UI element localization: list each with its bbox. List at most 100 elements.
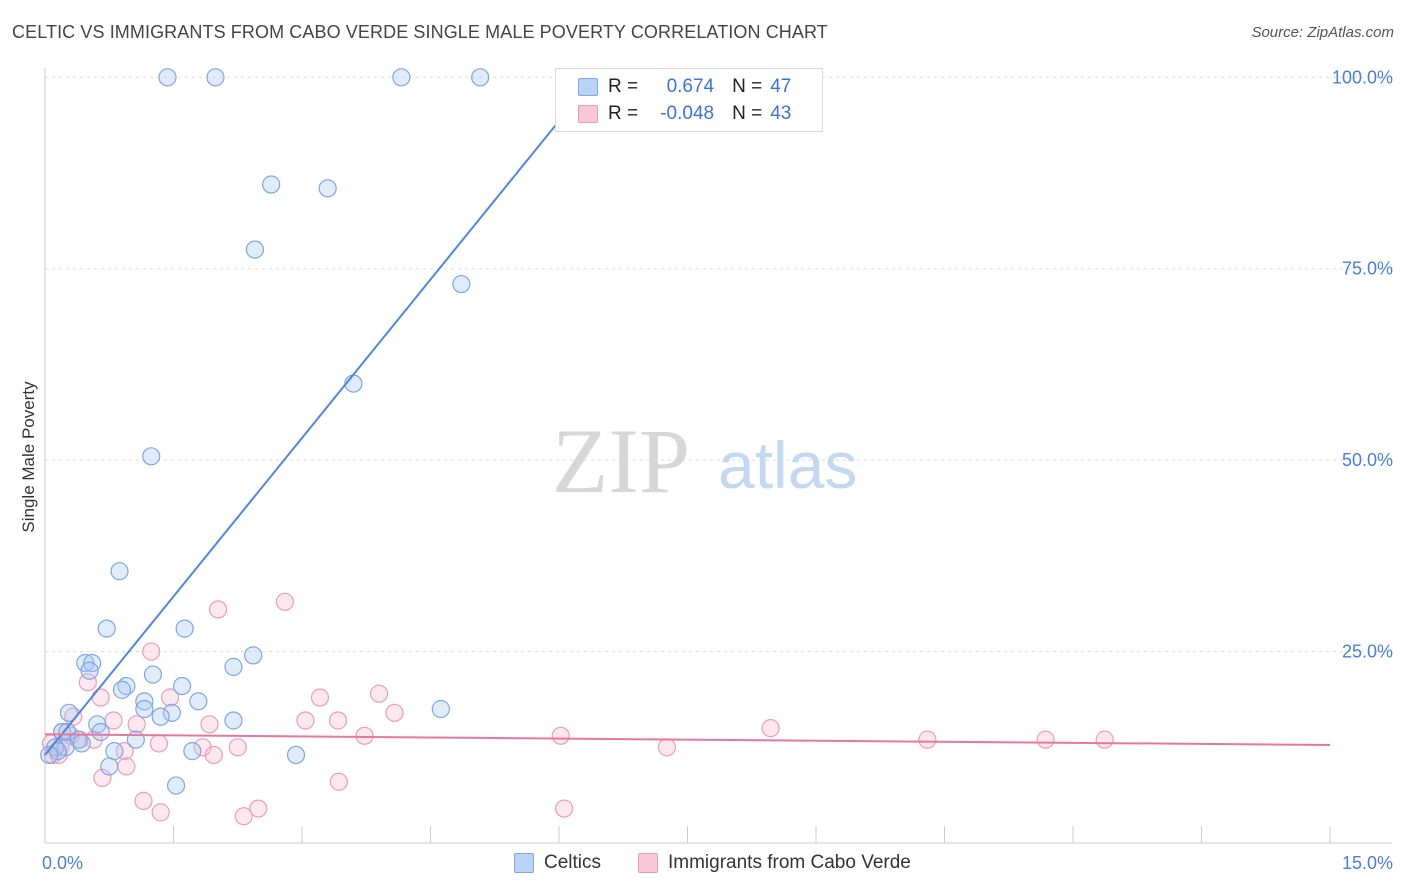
data-point-cabo-verde (200, 715, 219, 734)
source-label: Source: ZipAtlas.com (1251, 24, 1394, 41)
data-point-celtics (105, 742, 124, 761)
series-legend: Celtics Immigrants from Cabo Verde (0, 852, 1406, 878)
trendline-celtics (44, 72, 599, 756)
data-point-celtics (286, 745, 306, 765)
watermark-zip: ZIP (552, 410, 690, 512)
data-point-celtics (189, 692, 208, 711)
n-value: 43 (770, 103, 792, 124)
data-point-cabo-verde (134, 791, 153, 810)
data-point-cabo-verde (78, 673, 97, 692)
chart-title: CELTIC VS IMMIGRANTS FROM CABO VERDE SIN… (12, 22, 828, 42)
r-value: -0.048 (660, 103, 715, 124)
data-point-celtics (183, 742, 202, 761)
data-point-celtics (112, 680, 132, 699)
series-celtics-points (40, 68, 611, 795)
legend-row-cabo-verde: R = -0.048 N = 43 (578, 101, 791, 127)
data-point-celtics (158, 68, 177, 87)
data-point-cabo-verde (208, 600, 228, 619)
data-point-cabo-verde (551, 726, 570, 745)
data-point-celtics (172, 676, 192, 696)
data-point-celtics (224, 711, 243, 730)
data-point-celtics (110, 562, 129, 581)
data-point-celtics (431, 699, 450, 719)
data-point-cabo-verde (1095, 730, 1114, 749)
data-point-cabo-verde (127, 715, 146, 734)
data-point-celtics (142, 447, 161, 466)
data-point-celtics (344, 374, 363, 393)
y-axis-label: Single Male Poverty (19, 381, 38, 533)
data-point-celtics (80, 661, 99, 680)
axis-labels: 25.0% 50.0% 75.0% 100.0% 0.0% 15.0% Single Mal… (19, 67, 1393, 873)
n-label: N = (732, 103, 763, 124)
data-point-cabo-verde (370, 684, 389, 703)
data-point-cabo-verde (160, 688, 180, 707)
data-point-celtics (224, 657, 243, 676)
data-point-celtics (135, 692, 154, 711)
data-point-celtics (100, 757, 119, 776)
axes (44, 68, 1392, 844)
y-tick-label: 25.0% (1342, 642, 1393, 662)
data-point-celtics (72, 734, 91, 753)
data-point-cabo-verde (328, 711, 348, 730)
n-label: N = (732, 76, 763, 97)
data-point-cabo-verde (555, 799, 574, 818)
x-tick-label: 15.0% (1342, 853, 1393, 873)
legend-swatch-cabo-verde (578, 105, 598, 123)
data-point-celtics (166, 776, 186, 795)
data-point-celtics (59, 703, 79, 722)
data-point-cabo-verde (249, 799, 268, 818)
x-tick-label: 0.0% (42, 853, 83, 873)
data-point-celtics (162, 703, 181, 722)
data-point-celtics (245, 240, 264, 259)
r-label: R = (608, 76, 639, 97)
data-point-cabo-verde (329, 772, 348, 791)
data-point-celtics (392, 68, 411, 87)
legend-label-celtics: Celtics (544, 852, 602, 873)
data-point-celtics (175, 619, 194, 638)
data-point-celtics (206, 68, 225, 87)
data-point-cabo-verde (657, 738, 677, 757)
trendline-cabo-verde (44, 733, 1331, 746)
data-point-cabo-verde (355, 726, 374, 745)
data-point-celtics (126, 730, 145, 749)
data-point-cabo-verde (151, 803, 170, 822)
data-point-celtics (262, 175, 281, 194)
data-point-cabo-verde (115, 742, 134, 761)
legend-swatch-celtics (514, 853, 534, 873)
data-point-cabo-verde (91, 688, 110, 707)
data-point-cabo-verde (296, 711, 315, 730)
data-point-celtics (143, 665, 163, 684)
n-value: 47 (770, 76, 792, 97)
gridlines (45, 76, 1392, 653)
data-point-celtics (91, 722, 110, 742)
y-tick-label: 75.0% (1342, 259, 1393, 279)
data-point-cabo-verde (234, 807, 253, 826)
legend-swatch-cabo-verde (638, 853, 658, 873)
legend-label-cabo-verde: Immigrants from Cabo Verde (668, 852, 911, 873)
data-point-cabo-verde (142, 642, 161, 661)
legend-item-cabo-verde[interactable]: Immigrants from Cabo Verde (638, 852, 911, 874)
data-point-celtics (151, 707, 170, 726)
y-tick-label: 50.0% (1342, 450, 1393, 470)
data-point-cabo-verde (204, 745, 223, 765)
trend-lines (44, 72, 1331, 756)
watermark-atlas: atlas (718, 428, 857, 502)
data-point-cabo-verde (228, 738, 247, 757)
legend-row-celtics: R = 0.674 N = 47 (578, 74, 791, 100)
data-point-celtics (40, 745, 59, 765)
r-value: 0.674 (666, 76, 715, 97)
data-point-celtics (471, 68, 490, 87)
legend-item-celtics[interactable]: Celtics (514, 852, 601, 874)
data-point-celtics (97, 619, 116, 638)
data-point-cabo-verde (918, 730, 937, 749)
legend-swatch-celtics (578, 78, 598, 96)
data-point-cabo-verde (310, 688, 330, 707)
data-point-celtics (135, 699, 154, 719)
data-point-cabo-verde (275, 592, 294, 611)
data-point-cabo-verde (761, 719, 780, 738)
data-point-celtics (244, 646, 263, 665)
data-point-cabo-verde (93, 768, 112, 788)
r-label: R = (608, 103, 639, 124)
data-point-cabo-verde (117, 757, 136, 776)
